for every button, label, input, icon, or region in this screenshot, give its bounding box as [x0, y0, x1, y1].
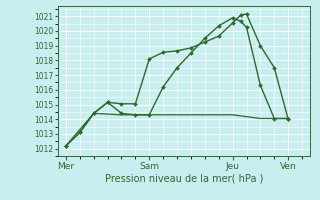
X-axis label: Pression niveau de la mer( hPa ): Pression niveau de la mer( hPa ): [105, 173, 263, 183]
